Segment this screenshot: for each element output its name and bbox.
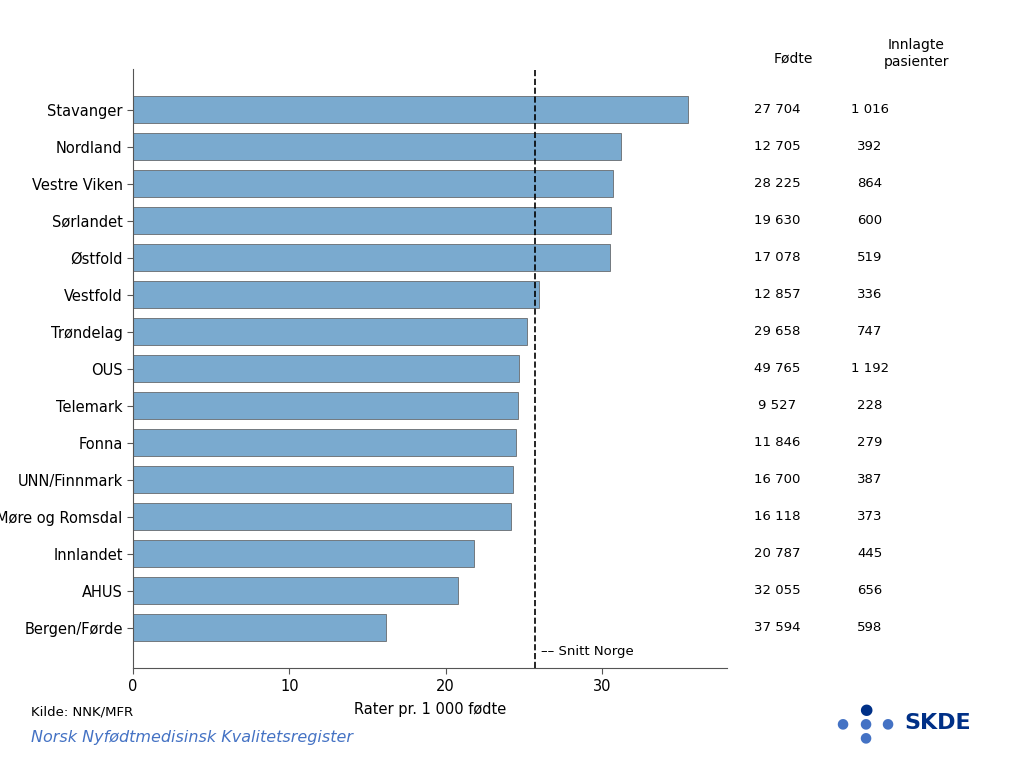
Text: 17 078: 17 078 (755, 251, 801, 264)
Text: 656: 656 (857, 584, 883, 597)
Text: 392: 392 (857, 141, 883, 153)
Text: 16 118: 16 118 (755, 510, 801, 523)
Text: 27 704: 27 704 (755, 103, 801, 116)
Bar (133, 170, 613, 197)
Bar (133, 356, 519, 382)
Text: 1 016: 1 016 (851, 103, 889, 116)
Bar (133, 281, 540, 308)
Text: Innlagte
pasienter: Innlagte pasienter (884, 38, 949, 69)
Bar (133, 614, 386, 641)
Text: 37 594: 37 594 (755, 621, 801, 634)
Text: 598: 598 (857, 621, 883, 634)
Text: 864: 864 (857, 177, 882, 190)
Text: 32 055: 32 055 (755, 584, 801, 597)
Text: 387: 387 (857, 473, 883, 486)
Text: 49 765: 49 765 (755, 362, 801, 375)
X-axis label: Rater pr. 1 000 fødte: Rater pr. 1 000 fødte (354, 702, 506, 717)
Text: –– Snitt Norge: –– Snitt Norge (541, 645, 634, 658)
Text: ●: ● (859, 730, 871, 744)
Text: 16 700: 16 700 (755, 473, 801, 486)
Bar (133, 429, 516, 456)
Text: 600: 600 (857, 214, 882, 227)
Text: 20 787: 20 787 (755, 547, 801, 560)
Text: 336: 336 (857, 288, 883, 301)
Text: 445: 445 (857, 547, 883, 560)
Bar (133, 578, 458, 604)
Text: 28 225: 28 225 (755, 177, 801, 190)
Text: 519: 519 (857, 251, 883, 264)
Text: 11 846: 11 846 (755, 436, 801, 449)
Text: ●: ● (882, 717, 894, 730)
Bar (133, 96, 688, 123)
Text: 279: 279 (857, 436, 883, 449)
Text: ●: ● (837, 717, 849, 730)
Text: 228: 228 (857, 399, 883, 412)
Text: 19 630: 19 630 (755, 214, 801, 227)
Bar (133, 541, 474, 567)
Text: 12 857: 12 857 (755, 288, 801, 301)
Text: 747: 747 (857, 325, 883, 338)
Bar (133, 503, 511, 530)
Text: SKDE: SKDE (904, 713, 971, 733)
Bar (133, 134, 621, 160)
Text: 1 192: 1 192 (851, 362, 889, 375)
Text: Fødte: Fødte (774, 51, 813, 65)
Bar (133, 466, 513, 493)
Text: 29 658: 29 658 (755, 325, 801, 338)
Text: Kilde: NNK/MFR: Kilde: NNK/MFR (31, 705, 133, 718)
Text: 373: 373 (857, 510, 883, 523)
Text: ●: ● (859, 717, 871, 730)
Bar (133, 207, 611, 234)
Text: 9 527: 9 527 (759, 399, 797, 412)
Bar (133, 318, 527, 345)
Bar (133, 392, 517, 419)
Text: Norsk Nyfødtmedisinsk Kvalitetsregister: Norsk Nyfødtmedisinsk Kvalitetsregister (31, 730, 352, 745)
Text: ●: ● (859, 702, 871, 717)
Bar (133, 244, 610, 271)
Text: 12 705: 12 705 (755, 141, 801, 153)
